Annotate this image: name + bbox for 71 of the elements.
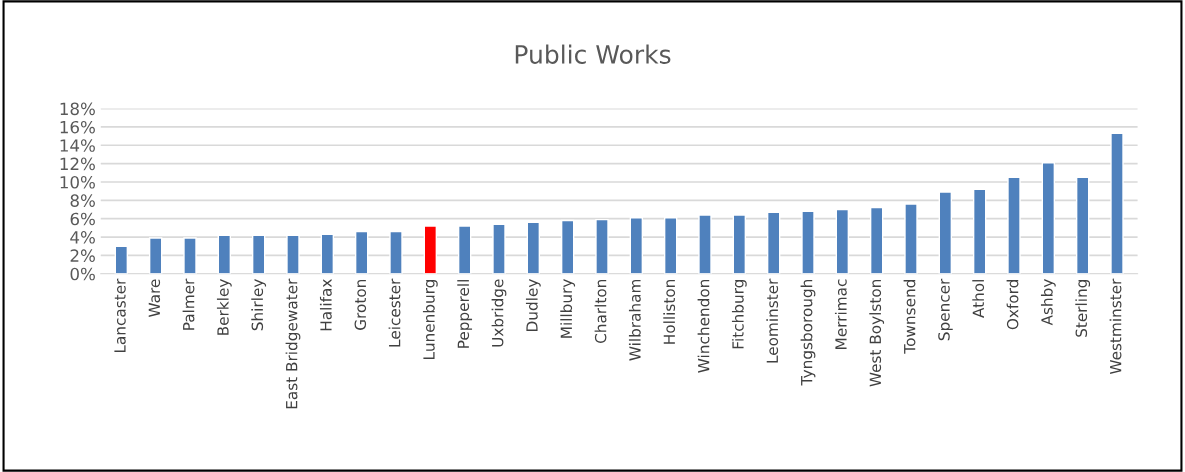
x-tick-label: Berkley <box>216 279 232 335</box>
x-tick-label: Holliston <box>663 279 676 344</box>
bar <box>629 217 644 274</box>
bar <box>938 191 953 274</box>
x-tick-label: Lancaster <box>114 278 126 353</box>
bar <box>389 230 403 274</box>
y-tick-label: 12% <box>60 157 95 171</box>
x-tick-label: Townsend <box>903 280 916 354</box>
y-tick-label: 8% <box>70 194 95 207</box>
x-tick-label: Palmer <box>182 278 195 330</box>
bar <box>560 219 575 274</box>
x-tick-label: Winchendon <box>697 279 710 373</box>
bar <box>766 211 781 274</box>
x-tick-label: Lunenburg <box>422 280 438 359</box>
bar <box>526 221 541 274</box>
x-tick-label: Tyngsborough <box>800 279 816 386</box>
x-tick-label: Wilbraham <box>628 279 641 361</box>
bar <box>595 218 609 274</box>
x-tick-label: Leominster <box>766 278 779 363</box>
y-tick-label: 14% <box>60 139 95 152</box>
y-tick-label: 4% <box>70 231 95 244</box>
x-tick-label: Oxford <box>1006 280 1019 330</box>
bar <box>217 234 232 274</box>
x-tick-label: Leicester <box>388 278 401 347</box>
x-tick-label: Westminster <box>1109 278 1122 375</box>
bar <box>183 237 197 274</box>
x-tick-label: Halifax <box>319 279 332 331</box>
bar <box>320 233 335 274</box>
y-tick-label: 2% <box>70 249 95 262</box>
bar <box>457 225 472 274</box>
x-tick-label: Fitchburg <box>731 280 747 349</box>
x-tick-label: East Bridgewater <box>285 278 301 409</box>
y-tick-label: 16% <box>60 120 95 134</box>
bar <box>869 206 884 274</box>
x-tick-label: Athol <box>972 280 985 318</box>
x-tick-label: Dudley <box>525 279 541 331</box>
y-tick-label: 0% <box>70 267 95 281</box>
bar <box>732 214 747 274</box>
x-tick-label: Ware <box>148 279 161 317</box>
y-tick-label: 18% <box>60 102 95 116</box>
bar <box>492 223 506 274</box>
y-tick-label: 10% <box>60 175 95 189</box>
bar <box>972 188 987 274</box>
bar <box>1007 176 1021 274</box>
bar <box>286 234 300 274</box>
x-tick-label: Shirley <box>251 279 267 331</box>
x-tick-label: Pepperell <box>457 280 473 348</box>
chart-title: Public Works <box>515 44 671 64</box>
x-tick-label: West Boylston <box>869 279 885 387</box>
bar <box>835 208 850 274</box>
bar <box>251 234 266 274</box>
x-tick-label: Merrimac <box>834 279 847 349</box>
bar <box>698 214 712 274</box>
x-tick-label: Charlton <box>594 279 607 344</box>
bar <box>801 210 815 274</box>
bar <box>354 230 369 274</box>
bar <box>114 245 129 274</box>
bar <box>904 203 918 274</box>
x-tick-label: Uxbridge <box>491 279 507 347</box>
bar <box>148 237 163 274</box>
bar <box>1041 162 1056 274</box>
bar <box>1110 132 1124 274</box>
x-tick-label: Millbury <box>560 279 576 338</box>
bar <box>1075 176 1090 274</box>
x-tick-label: Spencer <box>938 278 953 341</box>
bar <box>423 225 438 274</box>
y-tick-label: 6% <box>70 212 95 226</box>
x-tick-label: Groton <box>354 279 367 330</box>
x-tick-label: Ashby <box>1040 279 1056 326</box>
x-tick-label: Sterling <box>1075 280 1091 337</box>
bar <box>663 217 678 274</box>
